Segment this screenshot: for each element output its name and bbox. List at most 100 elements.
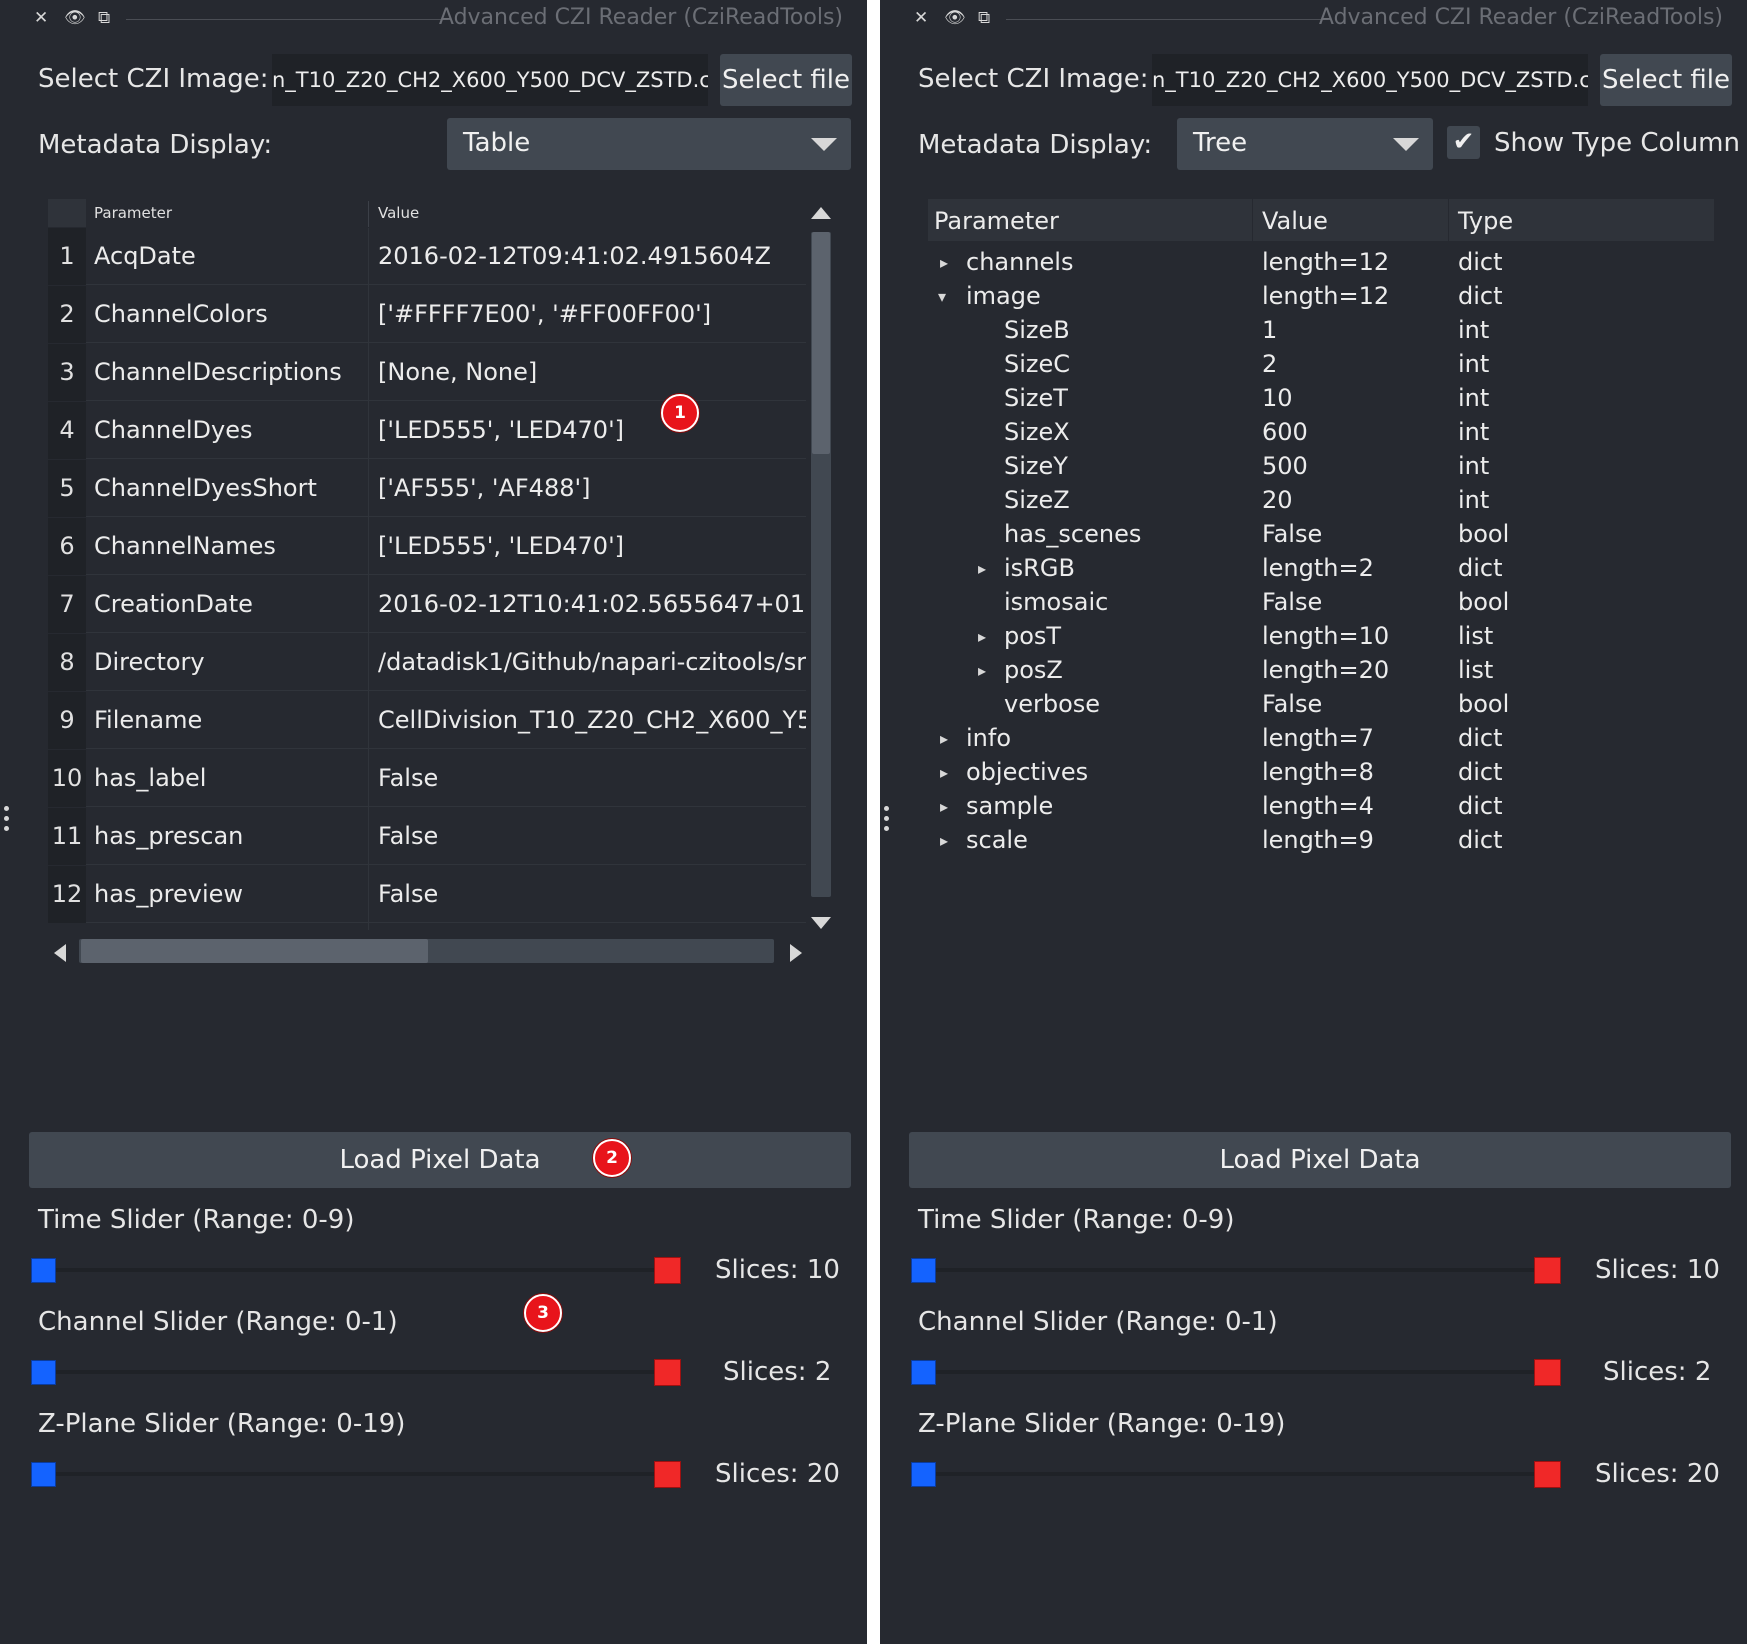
expand-arrow-icon[interactable]: ▸ bbox=[978, 627, 987, 646]
parameter-cell[interactable]: Directory bbox=[94, 648, 205, 676]
value-cell[interactable]: [None, None] bbox=[378, 358, 538, 386]
tree-node[interactable]: ▸ posZ length=20 list bbox=[928, 655, 1714, 689]
table-row[interactable]: 11 has_prescan False bbox=[48, 808, 806, 865]
tree-node[interactable]: ismosaic False bool bbox=[928, 587, 1714, 621]
scroll-up-icon[interactable] bbox=[811, 207, 831, 219]
row-number[interactable]: 11 bbox=[48, 808, 86, 865]
expand-arrow-icon[interactable]: ▸ bbox=[940, 763, 949, 782]
range-slider-track[interactable] bbox=[924, 1268, 1546, 1272]
row-number[interactable]: 6 bbox=[48, 518, 86, 575]
range-slider-track[interactable] bbox=[924, 1472, 1546, 1476]
file-path-field[interactable]: n_T10_Z20_CH2_X600_Y500_DCV_ZSTD.czi bbox=[272, 54, 708, 106]
show-type-checkbox[interactable]: ✔ bbox=[1447, 126, 1480, 159]
header-value[interactable]: Value bbox=[378, 204, 420, 222]
table-corner[interactable] bbox=[48, 199, 86, 227]
eye-icon[interactable]: 👁 bbox=[944, 8, 966, 28]
header-parameter[interactable]: Parameter bbox=[94, 204, 173, 222]
range-slider-track[interactable] bbox=[44, 1472, 666, 1476]
close-icon[interactable]: ✕ bbox=[34, 8, 49, 28]
value-cell[interactable]: ['LED555', 'LED470'] bbox=[378, 416, 625, 444]
horizontal-scroll-thumb[interactable] bbox=[81, 939, 428, 963]
parameter-cell[interactable]: has_preview bbox=[94, 880, 244, 908]
float-icon[interactable]: ⧉ bbox=[98, 8, 111, 28]
parameter-cell[interactable]: ChannelDyes bbox=[94, 416, 253, 444]
expand-arrow-icon[interactable]: ▸ bbox=[978, 661, 987, 680]
range-slider-high-handle[interactable] bbox=[654, 1461, 681, 1488]
parameter-cell[interactable]: ChannelColors bbox=[94, 300, 268, 328]
collapse-arrow-icon[interactable]: ▾ bbox=[938, 287, 947, 306]
expand-arrow-icon[interactable]: ▸ bbox=[940, 831, 949, 850]
range-slider-high-handle[interactable] bbox=[654, 1359, 681, 1386]
value-cell[interactable]: False bbox=[378, 880, 439, 908]
row-number[interactable]: 8 bbox=[48, 634, 86, 691]
table-row[interactable]: 5 ChannelDyesShort ['AF555', 'AF488'] bbox=[48, 460, 806, 517]
header-type[interactable]: Type bbox=[1458, 207, 1514, 235]
parameter-cell[interactable]: Filename bbox=[94, 706, 203, 734]
eye-icon[interactable]: 👁 bbox=[64, 8, 86, 28]
range-slider-low-handle[interactable] bbox=[911, 1360, 936, 1385]
table-row[interactable]: 8 Directory/datadisk1/Github/napari-czito… bbox=[48, 634, 806, 691]
value-cell[interactable]: 2016-02-12T10:41:02.5655647+01:00 bbox=[378, 590, 806, 618]
parameter-cell[interactable]: has_prescan bbox=[94, 822, 244, 850]
dock-handle-icon[interactable] bbox=[4, 806, 10, 836]
vertical-scroll-thumb[interactable] bbox=[812, 232, 830, 454]
range-slider-low-handle[interactable] bbox=[911, 1258, 936, 1283]
parameter-cell[interactable]: has_label bbox=[94, 764, 207, 792]
tree-node[interactable]: SizeT 10 int bbox=[928, 383, 1714, 417]
value-cell[interactable]: /datadisk1/Github/napari-czitools/src/r bbox=[378, 648, 806, 676]
table-horizontal-scrollbar[interactable] bbox=[48, 936, 834, 965]
range-slider-track[interactable] bbox=[44, 1370, 666, 1374]
select-file-button[interactable]: Select file bbox=[720, 54, 852, 106]
tree-node[interactable]: SizeZ 20 int bbox=[928, 485, 1714, 519]
dock-handle-icon[interactable] bbox=[884, 806, 890, 836]
table-row[interactable]: 1 AcqDate 2016-02-12T09:41:02.4915604Z bbox=[48, 228, 806, 285]
tree-node[interactable]: verbose False bool bbox=[928, 689, 1714, 723]
tree-node[interactable]: ▾ image length=12 dict bbox=[928, 281, 1714, 315]
range-slider-high-handle[interactable] bbox=[1534, 1257, 1561, 1284]
header-value[interactable]: Value bbox=[1262, 207, 1328, 235]
range-slider-track[interactable] bbox=[44, 1268, 666, 1272]
range-slider-track[interactable] bbox=[924, 1370, 1546, 1374]
row-number[interactable]: 3 bbox=[48, 344, 86, 401]
tree-node[interactable]: ▸ scale length=9 dict bbox=[928, 825, 1714, 859]
metadata-display-combo[interactable]: Table bbox=[447, 118, 851, 170]
table-row[interactable]: 6 ChannelNames ['LED555', 'LED470'] bbox=[48, 518, 806, 575]
range-slider-low-handle[interactable] bbox=[31, 1360, 56, 1385]
scroll-left-icon[interactable] bbox=[54, 944, 66, 962]
range-slider-low-handle[interactable] bbox=[31, 1258, 56, 1283]
value-cell[interactable]: False bbox=[378, 764, 439, 792]
table-row[interactable]: 10 has_label False bbox=[48, 750, 806, 807]
row-number[interactable]: 4 bbox=[48, 402, 86, 459]
tree-node[interactable]: ▸ objectives length=8 dict bbox=[928, 757, 1714, 791]
tree-node[interactable]: SizeB 1 int bbox=[928, 315, 1714, 349]
range-slider-low-handle[interactable] bbox=[31, 1462, 56, 1487]
row-number[interactable]: 9 bbox=[48, 692, 86, 749]
row-number[interactable]: 1 bbox=[48, 228, 86, 285]
header-parameter[interactable]: Parameter bbox=[934, 207, 1059, 235]
select-file-button[interactable]: Select file bbox=[1600, 54, 1732, 106]
close-icon[interactable]: ✕ bbox=[914, 8, 929, 28]
row-number[interactable]: 10 bbox=[48, 750, 86, 807]
metadata-display-combo[interactable]: Tree bbox=[1177, 118, 1433, 170]
file-path-field[interactable]: n_T10_Z20_CH2_X600_Y500_DCV_ZSTD.czi bbox=[1152, 54, 1588, 106]
value-cell[interactable]: ['#FFFF7E00', '#FF00FF00'] bbox=[378, 300, 712, 328]
row-number[interactable]: 12 bbox=[48, 866, 86, 923]
expand-arrow-icon[interactable]: ▸ bbox=[978, 559, 987, 578]
load-pixel-data-button[interactable]: Load Pixel Data bbox=[909, 1132, 1731, 1188]
parameter-cell[interactable]: ChannelDyesShort bbox=[94, 474, 317, 502]
table-row[interactable]: 12 has_preview False bbox=[48, 866, 806, 923]
scroll-right-icon[interactable] bbox=[790, 944, 802, 962]
row-number[interactable]: 2 bbox=[48, 286, 86, 343]
value-cell[interactable]: ['LED555', 'LED470'] bbox=[378, 532, 625, 560]
row-number[interactable]: 5 bbox=[48, 460, 86, 517]
table-row[interactable]: 4 ChannelDyes ['LED555', 'LED470'] bbox=[48, 402, 806, 459]
range-slider-high-handle[interactable] bbox=[1534, 1359, 1561, 1386]
tree-node[interactable]: ▸ sample length=4 dict bbox=[928, 791, 1714, 825]
load-pixel-data-button[interactable]: Load Pixel Data bbox=[29, 1132, 851, 1188]
range-slider-low-handle[interactable] bbox=[911, 1462, 936, 1487]
tree-node[interactable]: ▸ posT length=10 list bbox=[928, 621, 1714, 655]
range-slider-high-handle[interactable] bbox=[654, 1257, 681, 1284]
tree-node[interactable]: ▸ info length=7 dict bbox=[928, 723, 1714, 757]
row-number[interactable]: 7 bbox=[48, 576, 86, 633]
table-row[interactable]: 9 Filename CellDivision_T10_Z20_CH2_X600_Y… bbox=[48, 692, 806, 749]
